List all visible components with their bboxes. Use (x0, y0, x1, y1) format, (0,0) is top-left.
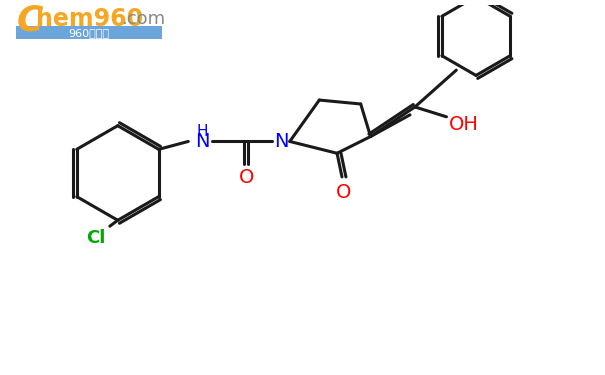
Text: hem960: hem960 (36, 7, 143, 31)
Text: H: H (196, 124, 208, 139)
Text: OH: OH (450, 115, 479, 134)
Text: N: N (195, 132, 209, 151)
Text: Cl: Cl (87, 229, 106, 247)
Text: .com: .com (120, 10, 165, 28)
Text: C: C (16, 3, 43, 37)
Text: N: N (275, 132, 289, 151)
Text: 960化工网: 960化工网 (68, 28, 110, 38)
FancyBboxPatch shape (16, 26, 162, 39)
Text: O: O (336, 183, 352, 202)
Text: O: O (239, 168, 254, 188)
